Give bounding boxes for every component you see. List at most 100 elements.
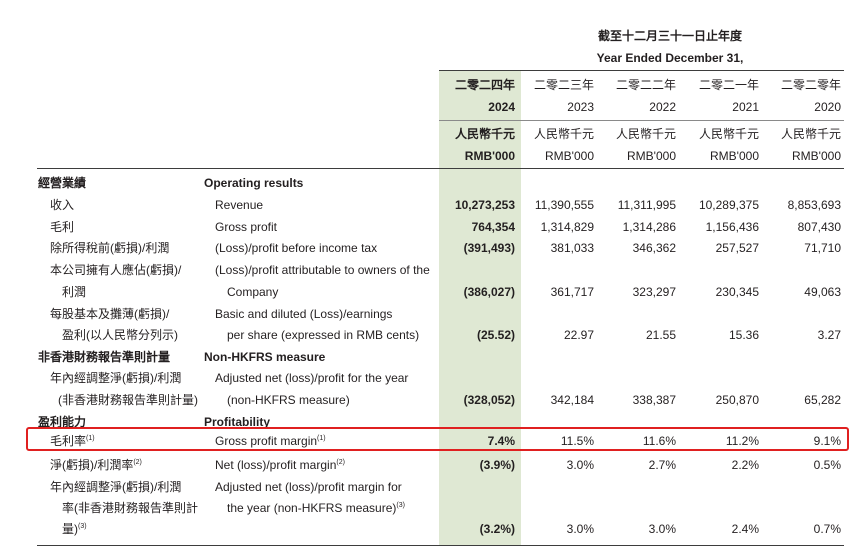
period-header-zh: 截至十二月三十一日止年度 xyxy=(597,29,742,43)
npm-2022: 2.7% xyxy=(648,458,676,472)
col-2023-unit-en: RMB'000 xyxy=(545,149,594,163)
pbt-2020: 71,710 xyxy=(804,241,841,255)
adj-net-label-zh-1: 年內經調整淨(虧損)/利潤 xyxy=(50,371,182,385)
col-2024-unit-en: RMB'000 xyxy=(464,149,515,163)
col-2022-unit-zh: 人民幣千元 xyxy=(615,127,676,141)
adj-net-label-en-2: (non-HKFRS measure) xyxy=(227,393,350,407)
eps-2022: 21.55 xyxy=(645,328,676,342)
adj-net-label-en-1: Adjusted net (loss)/profit for the year xyxy=(215,371,409,385)
gpm-label-en: Gross profit margin(1) xyxy=(215,434,326,448)
adj-margin-label-en-2: the year (non-HKFRS measure)(3) xyxy=(227,501,405,515)
gross-profit-2022: 1,314,286 xyxy=(622,220,676,234)
section-profitability-en: Profitability xyxy=(204,415,271,429)
npm-2020: 0.5% xyxy=(813,458,841,472)
gpm-2021: 11.2% xyxy=(725,434,759,448)
gross-profit-label-en: Gross profit xyxy=(215,220,278,234)
pbt-label-zh: 除所得稅前(虧損)/利潤 xyxy=(50,241,170,255)
pbt-2021: 257,527 xyxy=(715,241,759,255)
section-operating-zh: 經營業績 xyxy=(38,176,87,190)
revenue-label-zh: 收入 xyxy=(50,198,75,212)
eps-2020: 3.27 xyxy=(817,328,841,342)
col-2021-unit-zh: 人民幣千元 xyxy=(698,127,759,141)
adj-net-2023: 342,184 xyxy=(550,393,594,407)
attributable-label-zh-1: 本公司擁有人應佔(虧損)/ xyxy=(50,263,182,277)
gross-margin-annotation-box xyxy=(26,427,849,451)
attributable-2022: 323,297 xyxy=(632,285,676,299)
revenue-label-en: Revenue xyxy=(215,198,264,212)
eps-label-zh-2: 盈利(以人民幣分列示) xyxy=(62,328,178,342)
col-2022-zh: 二零二二年 xyxy=(615,78,676,92)
eps-label-en-2: per share (expressed in RMB cents) xyxy=(227,328,420,342)
col-2020-zh: 二零二零年 xyxy=(780,78,841,92)
section-nonhkfrs-en: Non-HKFRS measure xyxy=(204,350,326,364)
eps-label-zh-1: 每股基本及攤薄(虧損)/ xyxy=(50,307,170,321)
adj-net-2020: 65,282 xyxy=(804,393,841,407)
revenue-2021: 10,289,375 xyxy=(698,198,759,212)
pbt-2023: 381,033 xyxy=(550,241,594,255)
pbt-label-en: (Loss)/profit before income tax xyxy=(215,241,378,255)
attributable-label-zh-2: 利潤 xyxy=(62,285,87,299)
gpm-2020: 9.1% xyxy=(813,434,841,448)
col-2021-year: 2021 xyxy=(732,100,759,114)
npm-label-en: Net (loss)/profit margin(2) xyxy=(215,458,345,472)
pbt-2024: (391,493) xyxy=(463,241,515,255)
revenue-2023: 11,390,555 xyxy=(534,198,594,212)
npm-2023: 3.0% xyxy=(566,458,594,472)
gross-profit-label-zh: 毛利 xyxy=(50,220,75,234)
adj-net-2022: 338,387 xyxy=(632,393,676,407)
header-rule xyxy=(439,70,844,71)
eps-2023: 22.97 xyxy=(563,328,594,342)
revenue-2024: 10,273,253 xyxy=(454,198,515,212)
gpm-2022: 11.6% xyxy=(642,434,676,448)
gpm-label-zh: 毛利率(1) xyxy=(50,434,95,448)
col-2020-unit-en: RMB'000 xyxy=(792,149,841,163)
adj-margin-2020: 0.7% xyxy=(813,522,841,536)
col-2020-year: 2020 xyxy=(814,100,841,114)
adj-margin-2023: 3.0% xyxy=(566,522,594,536)
attributable-2020: 49,063 xyxy=(804,285,841,299)
gross-profit-2024: 764,354 xyxy=(471,220,515,234)
attributable-2023: 361,717 xyxy=(550,285,594,299)
column-header-divider xyxy=(439,120,844,121)
col-2024-zh: 二零二四年 xyxy=(454,78,515,92)
npm-2024: (3.9%) xyxy=(479,458,515,472)
col-2022-year: 2022 xyxy=(649,100,676,114)
adj-margin-2022: 3.0% xyxy=(648,522,676,536)
npm-2021: 2.2% xyxy=(731,458,759,472)
adj-net-label-zh-2: (非香港財務報告準則計量) xyxy=(58,393,198,407)
eps-label-en-1: Basic and diluted (Loss)/earnings xyxy=(215,307,393,321)
col-2023-year: 2023 xyxy=(567,100,594,114)
table-bottom-rule xyxy=(37,545,844,546)
col-2024-unit-zh: 人民幣千元 xyxy=(454,127,515,141)
gross-profit-2020: 807,430 xyxy=(797,220,841,234)
adj-net-2021: 250,870 xyxy=(715,393,759,407)
attributable-2024: (386,027) xyxy=(463,285,515,299)
period-header-en: Year Ended December 31, xyxy=(596,51,744,65)
attributable-2021: 230,345 xyxy=(715,285,759,299)
gross-profit-2021: 1,156,436 xyxy=(705,220,759,234)
adj-margin-2024: (3.2%) xyxy=(479,522,515,536)
adj-margin-label-zh-2: 率(非香港財務報告準則計 xyxy=(62,501,198,515)
adj-margin-label-en-1: Adjusted net (loss)/profit margin for xyxy=(215,480,402,494)
col-2023-unit-zh: 人民幣千元 xyxy=(533,127,594,141)
col-2023-zh: 二零二三年 xyxy=(533,78,594,92)
adj-margin-2021: 2.4% xyxy=(731,522,759,536)
attributable-label-en-2: Company xyxy=(227,285,279,299)
current-year-column-shade xyxy=(439,71,521,545)
adj-net-2024: (328,052) xyxy=(463,393,515,407)
revenue-2020: 8,853,693 xyxy=(787,198,841,212)
col-2024-year: 2024 xyxy=(488,100,515,114)
npm-label-zh: 淨(虧損)/利潤率(2) xyxy=(50,458,142,472)
adj-margin-label-zh-3: 量)(3) xyxy=(62,522,87,536)
table-top-rule xyxy=(37,168,844,169)
revenue-2022: 11,311,995 xyxy=(617,198,676,212)
pbt-2022: 346,362 xyxy=(632,241,676,255)
adj-margin-label-zh-1: 年內經調整淨(虧損)/利潤 xyxy=(50,480,182,494)
eps-2021: 15.36 xyxy=(728,328,759,342)
col-2021-unit-en: RMB'000 xyxy=(710,149,759,163)
col-2020-unit-zh: 人民幣千元 xyxy=(780,127,841,141)
gpm-2024: 7.4% xyxy=(487,434,515,448)
section-operating-en: Operating results xyxy=(204,176,304,190)
col-2022-unit-en: RMB'000 xyxy=(627,149,676,163)
